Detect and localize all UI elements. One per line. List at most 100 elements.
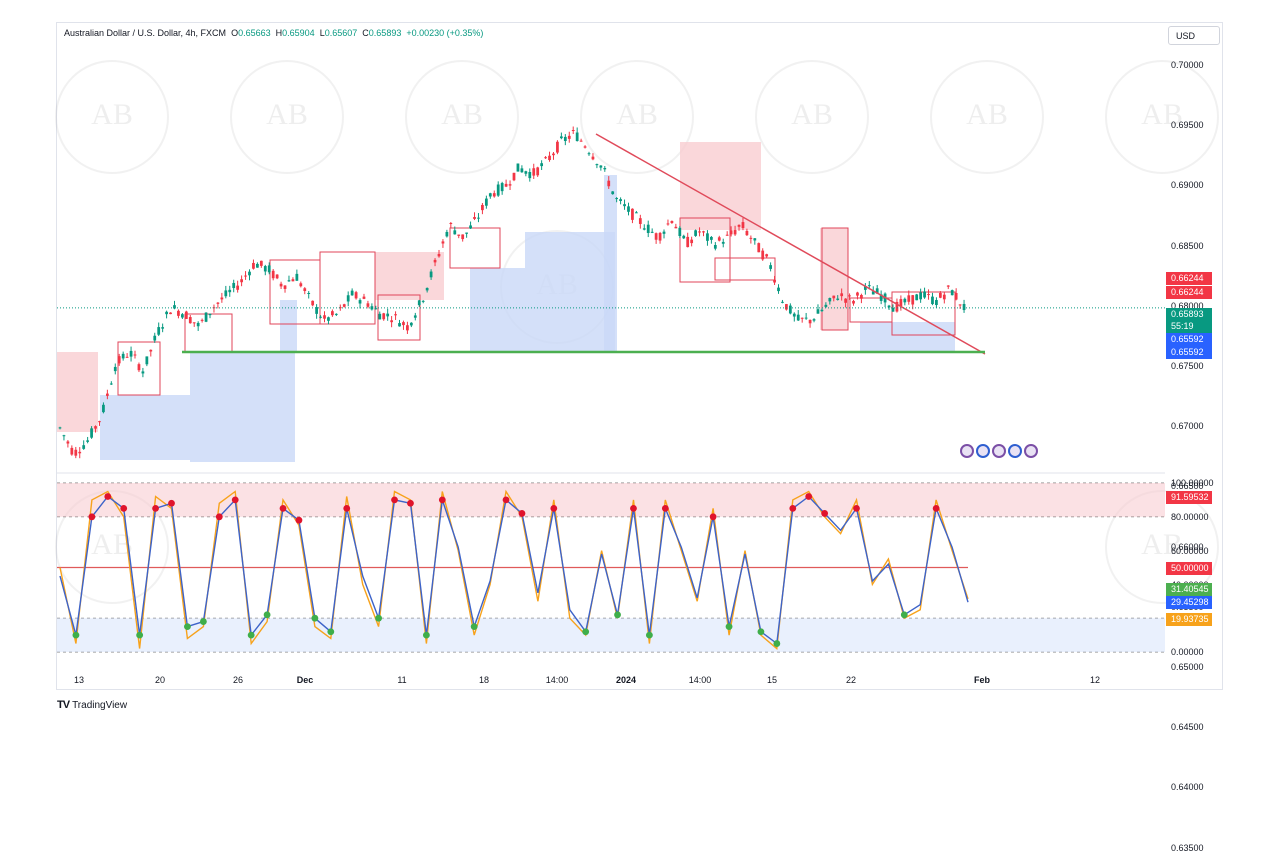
- candle-body: [492, 193, 496, 197]
- candle-body: [413, 315, 417, 318]
- supply-zone: [375, 252, 444, 300]
- symbol-header: Australian Dollar / U.S. Dollar, 4h, FXC…: [64, 28, 483, 38]
- overbought-dot: [104, 493, 112, 500]
- candle-body: [816, 309, 820, 314]
- candle-body: [362, 296, 366, 299]
- zone-outline: [449, 227, 501, 269]
- overbought-dot: [152, 504, 159, 512]
- overbought-dot: [661, 504, 669, 512]
- candle-body: [792, 313, 796, 317]
- candle-body: [907, 295, 911, 302]
- watermark-text: AB: [441, 98, 483, 131]
- level-tag-upper-1: 0.66244: [1166, 272, 1212, 285]
- overbought-dot: [821, 510, 829, 517]
- candle-body: [457, 234, 461, 236]
- oversold-dot: [263, 611, 271, 619]
- event-flag-icon[interactable]: [992, 444, 1006, 458]
- candle-body: [753, 238, 757, 241]
- candle-body: [650, 231, 654, 233]
- watermark-text: AB: [266, 98, 308, 131]
- candle-body: [244, 275, 247, 277]
- event-flag-icon[interactable]: [976, 444, 990, 458]
- candle-body: [812, 319, 816, 321]
- candle-body: [540, 163, 544, 167]
- candle-body: [571, 130, 575, 132]
- bar-countdown-tag: 55:19: [1166, 320, 1212, 333]
- price-tick-label: 0.66500: [1171, 481, 1204, 492]
- candle-body: [820, 309, 824, 312]
- candle-body: [836, 298, 840, 300]
- candle-body: [208, 313, 212, 316]
- candle-body: [334, 313, 338, 315]
- candle-body: [911, 295, 915, 305]
- candle-body: [488, 193, 492, 197]
- price-tick-label: 0.69500: [1171, 120, 1204, 131]
- candle-body: [567, 135, 571, 139]
- time-tick-label: 15: [766, 675, 778, 685]
- candle-body: [710, 236, 713, 240]
- candle-body: [188, 317, 192, 324]
- candle-body: [240, 279, 243, 283]
- candle-body: [942, 294, 946, 300]
- candle-body: [109, 383, 113, 385]
- tradingview-brand[interactable]: TV TradingView: [57, 699, 127, 711]
- candle-body: [342, 304, 346, 307]
- watermark-text: AB: [966, 98, 1008, 131]
- candle-body: [346, 295, 350, 302]
- candle-body: [536, 167, 540, 176]
- overbought-dot: [853, 504, 860, 512]
- candle-body: [895, 301, 899, 312]
- candle-body: [504, 183, 508, 187]
- candle-body: [583, 146, 587, 148]
- currency-button[interactable]: USD: [1168, 26, 1220, 45]
- event-flag-icon[interactable]: [960, 444, 974, 458]
- candle-body: [524, 171, 528, 174]
- candle-body: [496, 184, 500, 196]
- oversold-dot: [311, 614, 319, 622]
- overbought-dot: [279, 504, 287, 512]
- candle-body: [871, 291, 875, 295]
- candle-body: [958, 304, 962, 306]
- candle-body: [378, 313, 382, 320]
- event-flag-icon[interactable]: [1008, 444, 1022, 458]
- candle-body: [350, 290, 354, 296]
- price-tick-label: 0.69000: [1171, 180, 1204, 191]
- candle-body: [690, 239, 694, 244]
- oversold-dot: [470, 623, 478, 631]
- candle-body: [204, 312, 208, 322]
- candle-body: [358, 300, 362, 304]
- symbol-name[interactable]: Australian Dollar / U.S. Dollar, 4h, FXC…: [64, 28, 227, 38]
- event-flag-icon[interactable]: [1024, 444, 1038, 458]
- candle-body: [473, 217, 476, 219]
- last-price-tag: 0.65893: [1166, 308, 1212, 321]
- candle-body: [331, 311, 334, 316]
- candle-body: [800, 317, 804, 319]
- candle-body: [433, 259, 437, 263]
- event-markers[interactable]: [960, 444, 1038, 458]
- candle-body: [417, 300, 421, 306]
- candle-body: [461, 234, 465, 240]
- candle-body: [706, 233, 709, 241]
- chart-canvas[interactable]: [0, 0, 1280, 720]
- candle-body: [591, 156, 595, 160]
- candle-body: [228, 289, 232, 293]
- candle-body: [678, 227, 682, 237]
- candle-body: [646, 224, 650, 233]
- candle-body: [899, 299, 903, 307]
- price-tick-label: 0.70000: [1171, 60, 1204, 70]
- zone-outline: [117, 341, 161, 396]
- candle-body: [137, 364, 141, 371]
- close-label: C: [362, 28, 369, 38]
- candle-body: [232, 282, 236, 289]
- price-tick-label: 0.64500: [1171, 722, 1204, 733]
- candle-body: [145, 356, 149, 365]
- candle-body: [220, 297, 224, 300]
- candle-body: [295, 273, 299, 281]
- candle-body: [804, 317, 808, 319]
- high-value: 0.65904: [282, 28, 315, 38]
- osc-k-tag: 31.40545: [1166, 583, 1212, 596]
- overbought-dot: [709, 513, 717, 521]
- candle-body: [90, 428, 93, 438]
- open-label: O: [231, 28, 239, 38]
- oversold-dot: [136, 631, 144, 639]
